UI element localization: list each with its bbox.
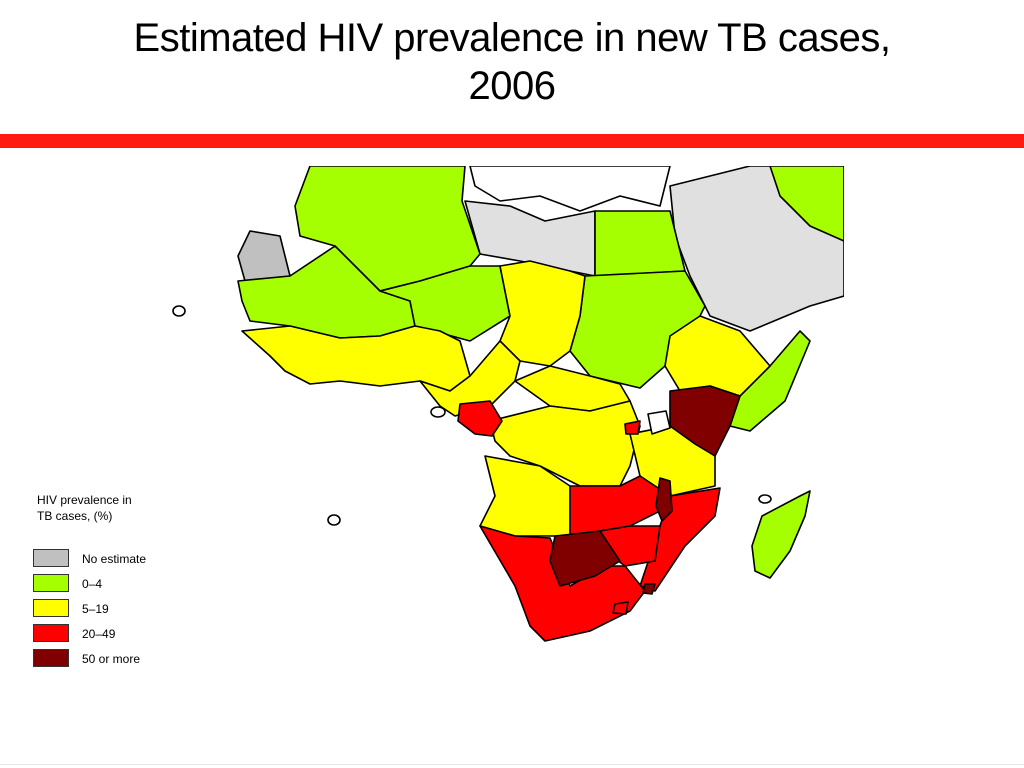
title-line-1: Estimated HIV prevalence in new TB cases… — [133, 16, 891, 60]
region-drc — [489, 400, 641, 487]
legend-swatch — [33, 574, 69, 592]
region-western-sahara — [237, 230, 291, 282]
region-rwanda-burundi — [624, 420, 641, 435]
legend-title-line-2: TB cases, (%) — [37, 509, 113, 523]
island-cape-verde — [172, 305, 186, 317]
island-saint-helena — [327, 514, 341, 526]
legend-title: HIV prevalence in TB cases, (%) — [37, 492, 132, 524]
legend-swatch — [33, 599, 69, 617]
region-nigeria-cameroon — [419, 340, 521, 417]
legend-swatch — [33, 549, 69, 567]
africa-map — [172, 166, 844, 642]
island-sao-tome — [430, 406, 446, 418]
region-lesotho — [612, 601, 629, 615]
region-botswana — [549, 530, 621, 587]
legend-label: 0–4 — [82, 577, 103, 591]
region-yemen-oman — [769, 166, 844, 242]
legend-label: No estimate — [82, 552, 147, 566]
footer-divider — [0, 764, 1024, 765]
title-line-2: 2006 — [468, 64, 556, 108]
legend-label: 5–19 — [82, 602, 109, 616]
region-gabon — [457, 400, 503, 437]
region-swaziland — [642, 583, 656, 595]
island-lake-victoria — [647, 410, 671, 435]
region-europe-coast — [469, 166, 671, 212]
title-divider-bar — [0, 134, 1024, 148]
region-egypt — [594, 210, 686, 277]
region-chad — [499, 260, 586, 367]
region-kenya — [669, 385, 741, 457]
legend-swatch — [33, 649, 69, 667]
legend-title-line-1: HIV prevalence in — [37, 493, 132, 507]
region-madagascar — [751, 490, 811, 579]
region-malawi — [655, 477, 673, 522]
legend-swatch — [33, 624, 69, 642]
island-comoros — [758, 494, 772, 504]
legend-label: 20–49 — [82, 627, 116, 641]
legend-label: 50 or more — [82, 652, 141, 666]
page-title: Estimated HIV prevalence in new TB cases… — [0, 14, 1024, 110]
